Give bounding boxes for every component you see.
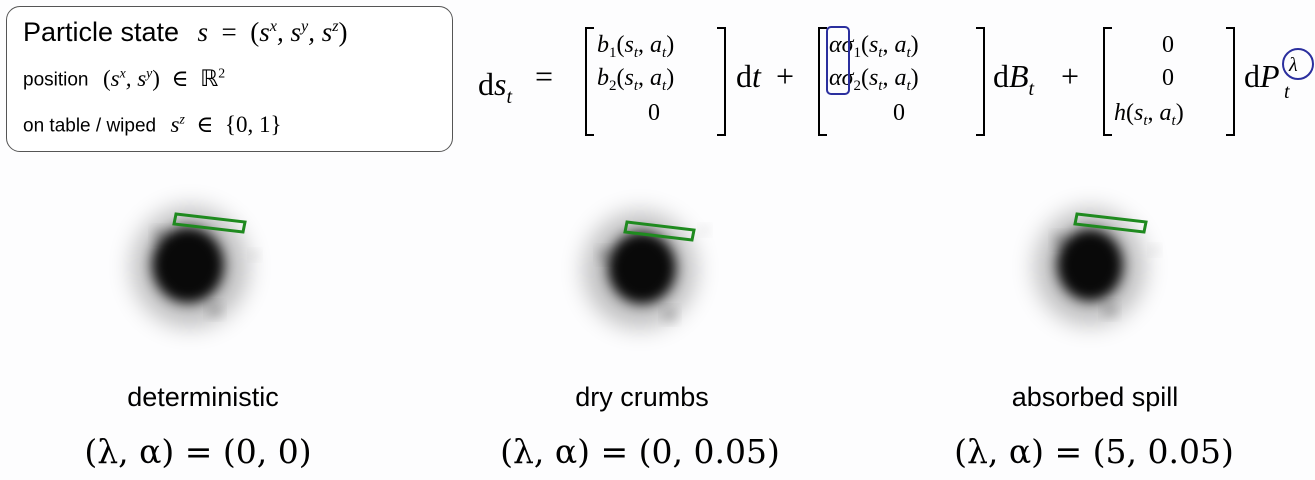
dB-term: dBt xyxy=(993,58,1035,100)
dt-term: dt xyxy=(736,58,762,94)
position-line: position (sx, sy) ∈ ℝ2 xyxy=(23,65,225,92)
particle-state-box: Particle state s = (sx, sy, sz) position… xyxy=(6,6,453,152)
particle-cloud-absorbed-spill xyxy=(1035,209,1159,325)
wiper-bar-3 xyxy=(1073,212,1148,234)
table-label: on table / wiped xyxy=(23,115,157,137)
dP-term: dP xyxy=(1244,58,1280,94)
position-formula: (sx, sy) ∈ ℝ2 xyxy=(102,65,226,92)
particle-cloud-deterministic xyxy=(132,207,259,327)
plus-2: + xyxy=(1061,58,1079,94)
svg-text:ασ2(st, at): ασ2(st, at) xyxy=(829,65,919,94)
sde-equation: dst = b1(st, at) b2(st, at) 0 dt + ασ1(s… xyxy=(478,26,1314,136)
svg-text:0: 0 xyxy=(1162,32,1174,58)
svg-text:b2(st, at): b2(st, at) xyxy=(597,65,674,94)
panel-params-deterministic: (λ, α) = (0, 0) xyxy=(84,432,312,471)
svg-text:0: 0 xyxy=(1162,65,1174,91)
diffusion-vector: ασ1(st, at) ασ2(st, at) 0 xyxy=(818,26,985,136)
particle-simulations xyxy=(132,207,1159,328)
svg-text:0: 0 xyxy=(648,100,660,126)
wiped-formula: sz ∈ {0, 1} xyxy=(170,111,282,137)
lambda-symbol: λ xyxy=(1288,54,1298,76)
lambda-highlight-circle xyxy=(1282,48,1314,80)
equation-lhs: dst xyxy=(478,66,512,108)
drift-vector: b1(st, at) b2(st, at) 0 xyxy=(585,27,726,136)
svg-text:0: 0 xyxy=(893,100,905,126)
position-label: position xyxy=(23,69,89,91)
particle-cloud-dry-crumbs xyxy=(584,212,709,328)
state-definition-line: Particle state s = (sx, sy, sz) xyxy=(23,17,348,48)
svg-text:ασ1(st, at): ασ1(st, at) xyxy=(829,32,919,61)
state-formula: s = (sx, sy, sz) xyxy=(197,17,348,47)
svg-text:t: t xyxy=(1284,81,1290,103)
svg-text:b1(st, at): b1(st, at) xyxy=(597,32,674,61)
panel-title-dry-crumbs: dry crumbs xyxy=(575,382,709,412)
svg-text:h(st, at): h(st, at) xyxy=(1114,100,1184,129)
jump-vector: 0 0 h(st, at) xyxy=(1103,27,1235,136)
wiped-line: on table / wiped sz ∈ {0, 1} xyxy=(23,111,282,138)
panel-title-deterministic: deterministic xyxy=(127,382,279,412)
alpha-highlight-box xyxy=(826,26,850,95)
panel-params-absorbed-spill: (λ, α) = (5, 0.05) xyxy=(954,432,1234,471)
panel-title-absorbed-spill: absorbed spill xyxy=(1011,382,1179,412)
panel-params-dry-crumbs: (λ, α) = (0, 0.05) xyxy=(500,432,780,471)
wiper-bar-2 xyxy=(623,220,696,242)
wiper-bar-1 xyxy=(172,212,247,234)
equation-equals: = xyxy=(535,58,553,94)
plus-1: + xyxy=(776,58,794,94)
state-title: Particle state xyxy=(23,17,180,47)
